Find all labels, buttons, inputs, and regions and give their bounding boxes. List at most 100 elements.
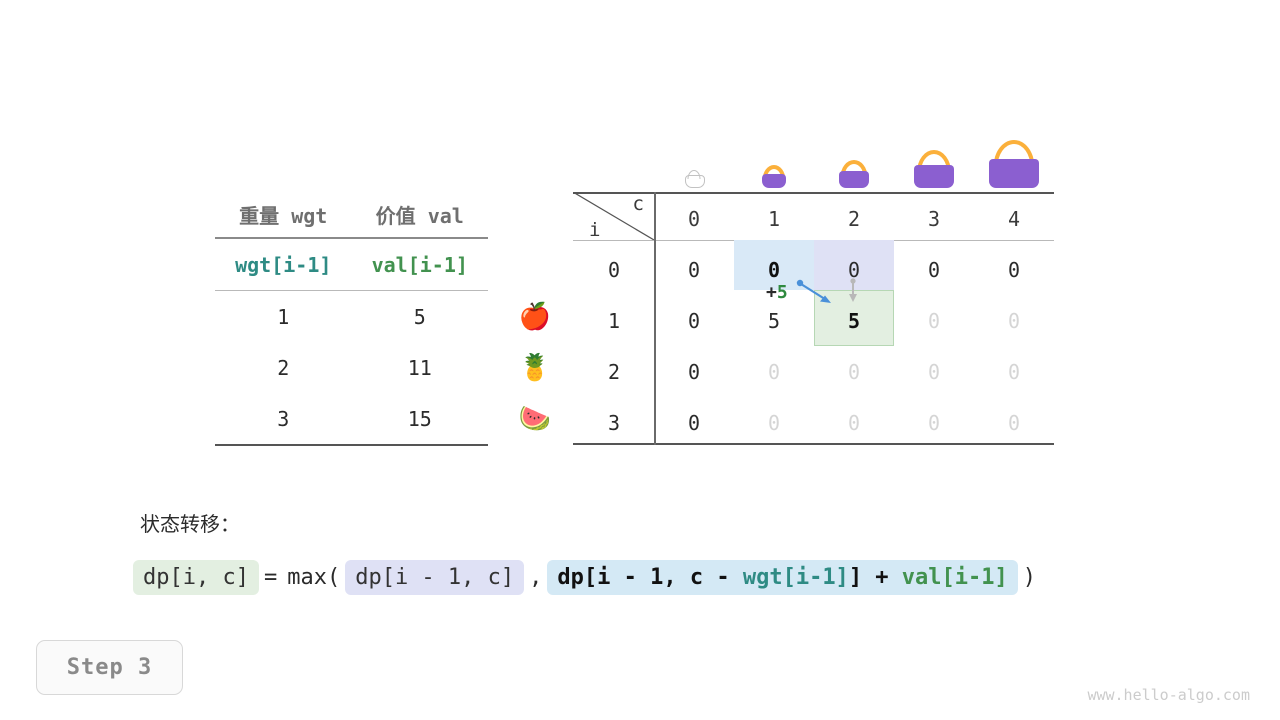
dp-table-bottom-rule bbox=[573, 443, 1054, 445]
diagonal-arrow-head bbox=[820, 295, 831, 303]
dp-cell-1-2: 5 bbox=[847, 309, 861, 333]
bag-icon-row bbox=[573, 130, 1054, 192]
cell-val-3: 15 bbox=[407, 406, 432, 431]
transition-arrows bbox=[796, 278, 857, 303]
dp-cell-2-4: 0 bbox=[1007, 360, 1021, 384]
dp-cell-1-0: 0 bbox=[687, 309, 701, 333]
dp-col-header-1: 1 bbox=[767, 207, 781, 231]
table-header-row: 重量 wgt 价值 val bbox=[215, 192, 488, 238]
dp-cell-0-0: 0 bbox=[687, 258, 701, 282]
bag-body bbox=[685, 175, 705, 188]
bag-icon-cell-4 bbox=[974, 140, 1054, 192]
increment-value: 5 bbox=[776, 282, 788, 303]
cell-val-1: 5 bbox=[413, 304, 426, 329]
bag-small-icon bbox=[762, 165, 786, 188]
fruit-icon-column: 🍎 🍍 🍉 bbox=[505, 292, 565, 445]
formula-take-val: val[i-1] bbox=[901, 565, 1008, 590]
dp-cell-3-2: 0 bbox=[847, 411, 861, 435]
formula-take-wgt: wgt[i-1] bbox=[742, 565, 849, 590]
dp-cell-3-0: 0 bbox=[687, 411, 701, 435]
formula-option-skip: dp[i - 1, c] bbox=[345, 560, 525, 595]
bag-large-icon bbox=[989, 140, 1039, 188]
watermark: www.hello-algo.com bbox=[1087, 686, 1250, 704]
weight-value-table: 重量 wgt 价值 val wgt[i-1] val[i-1] 1 5 2 11… bbox=[215, 192, 488, 447]
dp-cell-3-3: 0 bbox=[927, 411, 941, 435]
bag-body bbox=[914, 165, 954, 188]
cell-wgt-1: 1 bbox=[277, 304, 290, 329]
dp-cell-1-4: 0 bbox=[1007, 309, 1021, 333]
dp-cell-1-3: 0 bbox=[927, 309, 941, 333]
dp-col-header-0: 0 bbox=[687, 207, 701, 231]
bag-medium-icon bbox=[914, 150, 954, 188]
subheader-wgt-index: wgt[i-1] bbox=[235, 252, 332, 277]
vertical-arrow-head bbox=[849, 294, 857, 302]
formula-option-take: dp[i - 1, c - wgt[i-1]] + val[i-1] bbox=[547, 560, 1018, 595]
weight-value-table-head: 重量 wgt 价值 val wgt[i-1] val[i-1] bbox=[215, 192, 488, 291]
dp-row-label-0: 0 bbox=[607, 258, 621, 282]
apple-emoji: 🍎 bbox=[518, 302, 552, 332]
table-row: 1 5 bbox=[215, 291, 488, 343]
weight-value-table-body: 1 5 2 11 3 15 bbox=[215, 291, 488, 447]
table-subheader-row: wgt[i-1] val[i-1] bbox=[215, 238, 488, 291]
bag-handle bbox=[762, 165, 786, 180]
dp-row-label-1: 1 bbox=[607, 309, 621, 333]
state-transition-label: 状态转移： bbox=[140, 512, 240, 536]
weight-value-table-grid: 重量 wgt 价值 val wgt[i-1] val[i-1] 1 5 2 11… bbox=[215, 192, 488, 447]
bag-body bbox=[989, 159, 1039, 188]
dp-cell-2-3: 0 bbox=[927, 360, 941, 384]
vertical-arrow-origin-dot bbox=[850, 278, 856, 284]
watermelon-emoji: 🍉 bbox=[518, 404, 552, 434]
header-weight: 重量 wgt bbox=[239, 204, 328, 228]
dp-row-label-3: 3 bbox=[607, 411, 621, 435]
table-row: 3 15 bbox=[215, 393, 488, 445]
dp-cell-1-1: 5 bbox=[767, 309, 781, 333]
dp-table-top-rule bbox=[573, 192, 1054, 194]
bag-handle bbox=[840, 160, 868, 177]
rule-right bbox=[351, 444, 488, 447]
dp-col-header-2: 2 bbox=[847, 207, 861, 231]
bag-handle bbox=[917, 150, 951, 172]
corner-label-c: c bbox=[632, 193, 644, 215]
formula-max-open: max( bbox=[287, 565, 341, 590]
dp-col-header-3: 3 bbox=[927, 207, 941, 231]
bag-body bbox=[762, 174, 786, 188]
state-transition-formula: dp[i, c] = max( dp[i - 1, c] , dp[i - 1,… bbox=[133, 560, 1041, 595]
table-bottom-rule-row bbox=[215, 444, 488, 447]
dp-cell-0-4: 0 bbox=[1007, 258, 1021, 282]
bag-empty-icon bbox=[685, 170, 705, 188]
table-row: 2 11 bbox=[215, 342, 488, 393]
formula-take-mid: ] + bbox=[848, 565, 902, 590]
cell-wgt-2: 2 bbox=[277, 355, 290, 380]
dp-cell-0-2: 0 bbox=[847, 258, 861, 282]
corner-label-i: i bbox=[589, 219, 601, 241]
value-increment-annotation: +5 bbox=[766, 282, 788, 303]
dp-cell-2-2: 0 bbox=[847, 360, 861, 384]
dp-table: c i 0 1 2 3 4 0 1 2 3 0 0 0 0 0 0 5 5 0 … bbox=[573, 130, 1054, 445]
dp-cell-0-3: 0 bbox=[927, 258, 941, 282]
dp-col-header-4: 4 bbox=[1007, 207, 1021, 231]
bag-body bbox=[839, 171, 869, 188]
formula-close-paren: ) bbox=[1022, 565, 1037, 590]
dp-table-vertical-rule bbox=[654, 192, 656, 445]
dp-cell-2-0: 0 bbox=[687, 360, 701, 384]
dp-cell-3-4: 0 bbox=[1007, 411, 1021, 435]
pineapple-emoji: 🍍 bbox=[518, 353, 552, 383]
bag-small2-icon bbox=[839, 160, 869, 188]
dp-row-label-2: 2 bbox=[607, 360, 621, 384]
cell-wgt-3: 3 bbox=[277, 406, 290, 431]
dp-cell-0-1: 0 bbox=[767, 258, 781, 282]
cell-val-2: 11 bbox=[407, 355, 432, 380]
plus-sign: + bbox=[766, 282, 777, 303]
bag-icon-cell-2 bbox=[814, 160, 894, 192]
dp-cell-3-1: 0 bbox=[767, 411, 781, 435]
formula-target: dp[i, c] bbox=[133, 560, 259, 595]
dp-corner-header: c i bbox=[573, 192, 654, 241]
header-value: 价值 val bbox=[375, 204, 464, 228]
subheader-val-index: val[i-1] bbox=[371, 252, 468, 277]
bag-icon-cell-0 bbox=[654, 170, 734, 192]
diagonal-divider-icon bbox=[573, 192, 654, 240]
bag-icon-cell-3 bbox=[894, 150, 974, 192]
bag-icon-cell-1 bbox=[734, 165, 814, 192]
formula-comma: , bbox=[529, 565, 543, 590]
rule-left bbox=[215, 444, 352, 447]
